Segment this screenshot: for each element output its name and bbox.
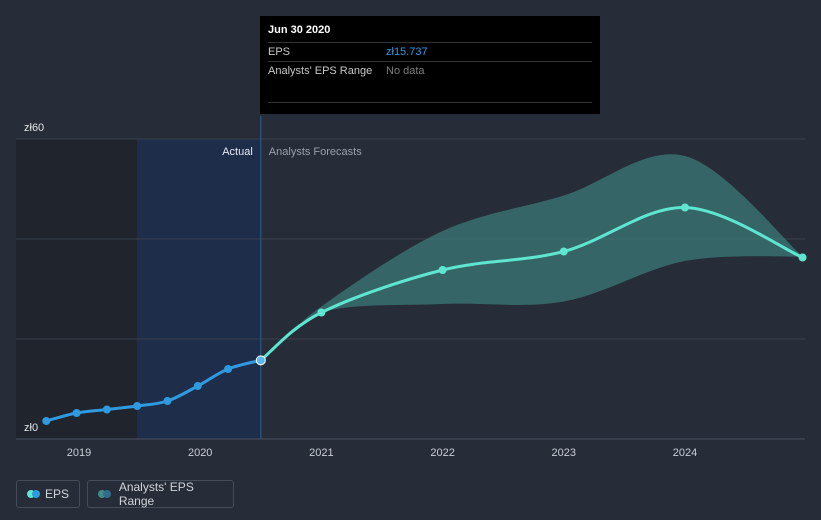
x-tick-label-2020: 2020 bbox=[188, 447, 212, 459]
hover-tooltip: Jun 30 2020 EPS zł15.737 Analysts' EPS R… bbox=[260, 16, 600, 114]
tooltip-eps-value: zł15.737 bbox=[386, 46, 428, 58]
x-tick-label-2024: 2024 bbox=[673, 447, 697, 459]
legend-eps-button[interactable]: EPS bbox=[16, 480, 80, 508]
eps-actual-point-1 bbox=[72, 409, 81, 417]
legend-range-label: Analysts' EPS Range bbox=[118, 480, 194, 508]
eps-forecast-point-2 bbox=[438, 266, 447, 274]
actual-period-band bbox=[137, 139, 261, 439]
tooltip-eps-row: EPS zł15.737 bbox=[268, 42, 592, 61]
tooltip-divider bbox=[268, 102, 592, 103]
eps-actual-point-2 bbox=[102, 405, 111, 414]
tooltip-range-value: No data bbox=[386, 65, 425, 77]
eps-legend-swatch bbox=[27, 490, 40, 498]
legend-range-button[interactable]: Analysts' EPS Range bbox=[87, 480, 234, 508]
x-tick-label-2022: 2022 bbox=[430, 447, 454, 459]
tooltip-eps-label: EPS bbox=[268, 46, 291, 58]
y-tick-label-1: zł0 bbox=[24, 422, 38, 434]
x-tick-label-2019: 2019 bbox=[67, 447, 91, 459]
eps-actual-point-7 bbox=[255, 355, 266, 366]
range-legend-swatch bbox=[98, 490, 111, 498]
eps-actual-point-3 bbox=[133, 402, 142, 410]
x-tick-label-2023: 2023 bbox=[552, 447, 576, 459]
legend-eps-label: EPS bbox=[44, 487, 69, 501]
tooltip-date: Jun 30 2020 bbox=[268, 24, 331, 36]
tooltip-range-label: Analysts' EPS Range bbox=[268, 65, 373, 77]
actual-label: Actual bbox=[222, 146, 253, 158]
past-period-shade bbox=[16, 139, 138, 439]
y-tick-label-0: zł60 bbox=[24, 122, 44, 134]
eps-forecast-point-4 bbox=[681, 203, 689, 212]
tooltip-range-row: Analysts' EPS Range No data bbox=[268, 61, 592, 80]
eps-actual-point-0 bbox=[42, 417, 51, 425]
eps-actual-point-6 bbox=[224, 365, 233, 373]
eps-forecast-point-1 bbox=[317, 308, 326, 317]
eps-actual-point-4 bbox=[163, 397, 172, 405]
eps-actual-point-5 bbox=[193, 382, 202, 390]
x-tick-label-2021: 2021 bbox=[309, 447, 333, 459]
eps-forecast-point-5 bbox=[798, 253, 807, 262]
eps-forecast-point-3 bbox=[559, 247, 568, 256]
forecast-label: Analysts Forecasts bbox=[269, 146, 362, 158]
